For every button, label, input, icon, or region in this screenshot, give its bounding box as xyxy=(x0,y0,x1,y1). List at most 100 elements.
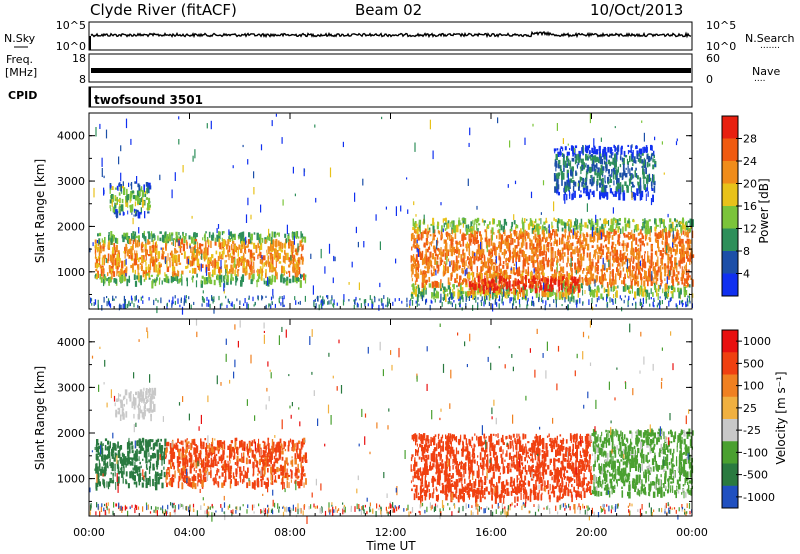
echo-streak xyxy=(469,239,472,243)
echo-streak xyxy=(468,261,471,265)
echo-streak xyxy=(240,236,243,244)
echo-streak xyxy=(623,288,626,292)
echo-streak xyxy=(135,465,138,473)
near-range-echo xyxy=(628,295,630,300)
echo-streak xyxy=(170,276,173,283)
echo-streak xyxy=(132,239,135,244)
echo-streak xyxy=(123,251,126,254)
sparse-echo xyxy=(563,280,565,289)
echo-streak xyxy=(533,236,535,240)
sparse-echo xyxy=(178,116,180,120)
echo-streak xyxy=(130,264,133,269)
sparse-echo xyxy=(676,138,678,142)
echo-streak xyxy=(152,240,154,245)
echo-streak xyxy=(509,274,512,279)
echo-streak xyxy=(294,272,296,278)
echo-streak xyxy=(423,274,425,278)
echo-streak xyxy=(246,270,248,274)
echo-streak xyxy=(549,285,551,293)
sparse-echo xyxy=(245,214,248,223)
echo-streak xyxy=(109,199,113,204)
echo-streak xyxy=(189,260,192,267)
echo-streak xyxy=(114,202,116,207)
sparse-echo xyxy=(532,123,534,127)
echo-streak xyxy=(508,242,511,247)
near-range-echo xyxy=(606,296,608,302)
echo-streak xyxy=(462,253,464,257)
echo-streak xyxy=(429,259,432,267)
near-range-echo xyxy=(659,300,661,304)
echo-streak xyxy=(624,181,627,186)
echo-streak xyxy=(603,184,605,193)
near-range-echo xyxy=(642,298,644,304)
echo-streak xyxy=(619,186,622,195)
echo-streak xyxy=(155,268,158,273)
echo-streak xyxy=(510,233,513,239)
echo-streak xyxy=(574,264,576,269)
echo-streak xyxy=(511,256,514,259)
echo-streak xyxy=(501,234,504,242)
echo-streak xyxy=(481,218,484,223)
noise-left-tick-bottom: 10^0 xyxy=(56,40,86,53)
echo-streak xyxy=(632,270,634,276)
sparse-echo xyxy=(413,201,415,206)
echo-streak xyxy=(454,233,457,239)
near-range-echo xyxy=(206,302,208,307)
echo-streak xyxy=(556,184,560,190)
echo-streak xyxy=(123,453,125,458)
echo-streak xyxy=(139,257,142,260)
echo-streak xyxy=(519,249,522,254)
echo-streak xyxy=(531,249,534,254)
echo-streak xyxy=(609,175,611,180)
near-range-echo xyxy=(183,298,185,304)
echo-streak xyxy=(691,279,694,287)
echo-streak xyxy=(580,223,583,231)
echo-streak xyxy=(285,238,287,244)
echo-streak xyxy=(515,224,517,228)
echo-streak xyxy=(465,233,467,236)
echo-streak xyxy=(282,266,285,274)
echo-streak xyxy=(641,159,644,164)
echo-streak xyxy=(635,167,637,171)
echo-streak xyxy=(647,191,649,197)
echo-streak xyxy=(494,279,496,285)
echo-streak xyxy=(251,258,253,262)
echo-streak xyxy=(212,269,214,278)
echo-streak xyxy=(610,227,613,233)
echo-streak xyxy=(469,256,472,263)
echo-streak xyxy=(538,273,541,280)
echo-streak xyxy=(479,274,481,277)
near-range-echo xyxy=(174,300,176,305)
echo-streak xyxy=(688,284,691,288)
echo-streak xyxy=(551,221,553,229)
echo-streak xyxy=(577,161,580,165)
echo-streak xyxy=(435,290,438,299)
echo-streak xyxy=(554,186,557,193)
echo-streak xyxy=(294,276,297,282)
echo-streak xyxy=(681,221,683,224)
echo-streak xyxy=(419,248,421,255)
colorbar-segment xyxy=(722,138,738,162)
near-range-echo xyxy=(226,304,228,308)
echo-streak xyxy=(671,285,673,291)
echo-streak xyxy=(566,179,569,188)
echo-streak xyxy=(432,238,434,244)
near-range-echo xyxy=(619,295,621,299)
echo-streak xyxy=(634,194,637,201)
freq-left-label-2: [MHz] xyxy=(5,66,37,79)
echo-streak xyxy=(181,270,184,275)
near-range-echo xyxy=(123,295,125,302)
echo-streak xyxy=(173,238,176,241)
echo-streak xyxy=(603,231,605,238)
echo-streak xyxy=(648,163,651,167)
echo-streak xyxy=(593,249,596,257)
echo-streak xyxy=(589,256,591,263)
echo-streak xyxy=(624,276,626,279)
echo-streak xyxy=(204,233,206,242)
sparse-echo xyxy=(572,285,574,294)
echo-streak xyxy=(646,154,648,160)
near-range-echo xyxy=(94,299,97,305)
echo-streak xyxy=(643,146,645,154)
echo-streak xyxy=(537,247,539,253)
sparse-echo xyxy=(342,141,344,148)
